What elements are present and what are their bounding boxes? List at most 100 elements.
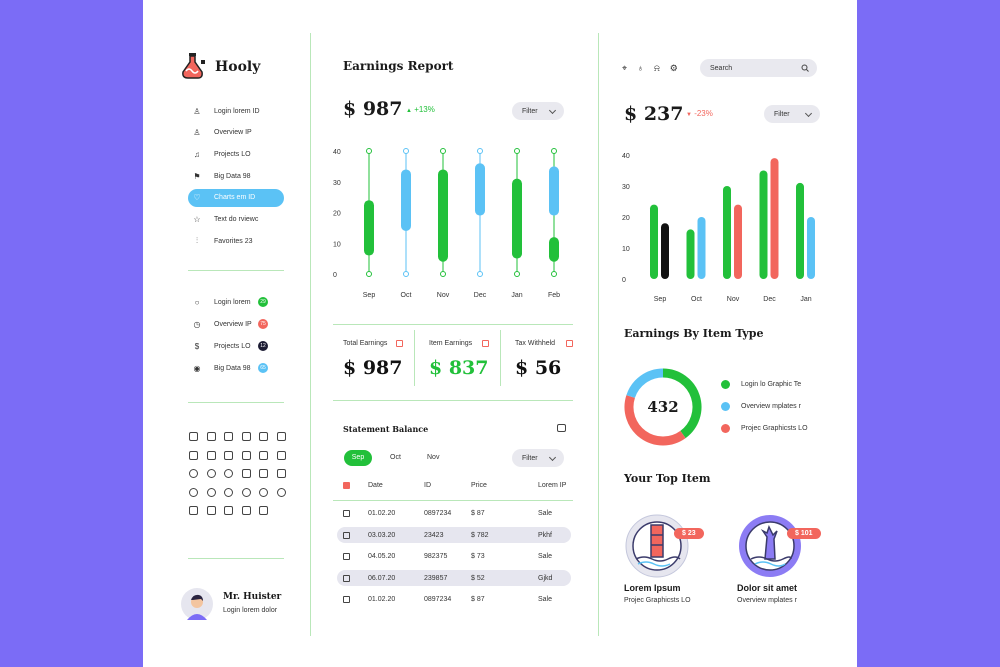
- gear-icon[interactable]: [276, 469, 286, 478]
- legend-swatch: [721, 402, 730, 411]
- summary-value: $ 837: [429, 357, 489, 379]
- bar-chart: 0 10 20 30 40 Sep Oct Nov Dec Jan: [622, 153, 815, 303]
- candle-sep[interactable]: [364, 148, 374, 277]
- sidebar-item-secondary-3[interactable]: ◉ Big Data 98: [188, 359, 284, 377]
- top-item-2-price: $ 101: [787, 528, 821, 539]
- top-item-1-desc: Projec Graphicsts LO: [624, 597, 691, 604]
- add-icon[interactable]: [224, 432, 233, 441]
- tab-oct[interactable]: Oct: [390, 454, 401, 461]
- sidebar-item-secondary-2[interactable]: $ Projects LO: [188, 337, 284, 355]
- star-icon[interactable]: [276, 450, 286, 460]
- donut-slice[interactable]: [626, 368, 664, 399]
- sidebar-item-5[interactable]: ☆ Text do rviewc: [188, 211, 284, 229]
- bar-group-oct[interactable]: [686, 217, 706, 279]
- bulb-icon[interactable]: ♁: [637, 63, 644, 73]
- summary-label: Item Earnings: [429, 340, 473, 347]
- candle-nov[interactable]: [438, 148, 448, 277]
- bar-group-jan[interactable]: [796, 182, 815, 279]
- heart-icon[interactable]: [259, 450, 268, 460]
- sidebar-item-3[interactable]: ⚑ Big Data 98: [188, 167, 284, 185]
- sliders-icon[interactable]: [206, 506, 216, 515]
- image-icon[interactable]: [259, 432, 268, 441]
- pin-icon[interactable]: [259, 469, 268, 478]
- more-icon[interactable]: [241, 506, 251, 515]
- music-icon[interactable]: [224, 450, 233, 460]
- dollar-icon[interactable]: [224, 469, 233, 478]
- bar: [697, 217, 706, 279]
- candle-dec[interactable]: [475, 148, 485, 277]
- user-icon[interactable]: [206, 450, 216, 460]
- check-icon[interactable]: [189, 506, 198, 515]
- right-filter[interactable]: Filter: [764, 105, 820, 123]
- candle-body-secondary: [549, 166, 559, 216]
- location-pin-icon[interactable]: ⌖: [622, 63, 628, 73]
- earnings-value: $ 987: [343, 98, 403, 120]
- user-name: Mr. Huister: [223, 592, 282, 602]
- candle-bottom-marker: [440, 271, 446, 277]
- flask-logo-icon: [182, 53, 205, 79]
- bulb-icon[interactable]: [189, 469, 198, 478]
- sidebar-item-1[interactable]: ♙ Overview IP: [188, 124, 284, 142]
- sidebar-item-6[interactable]: ⫶ Favorites 23: [188, 232, 284, 250]
- table-cell: Sale: [538, 596, 553, 604]
- candle-top-marker: [477, 148, 483, 154]
- calendar-icon[interactable]: [241, 432, 251, 441]
- top-item-1[interactable]: [624, 513, 690, 584]
- checkbox-icon[interactable]: [189, 432, 198, 441]
- bar: [770, 158, 779, 279]
- row-icon[interactable]: [343, 510, 350, 517]
- logo[interactable]: [180, 52, 208, 85]
- bell-icon[interactable]: ⍾: [653, 63, 660, 73]
- message-icon[interactable]: [241, 469, 251, 478]
- sidebar-item-2[interactable]: ♫ Projects LO: [188, 145, 284, 163]
- summary-toggle-icon[interactable]: [396, 340, 403, 347]
- bell-icon[interactable]: [259, 487, 268, 497]
- folder-icon[interactable]: [224, 487, 233, 497]
- flag-icon[interactable]: [241, 450, 251, 460]
- donut-slice[interactable]: [624, 395, 686, 446]
- row-icon[interactable]: [343, 531, 350, 539]
- close-icon[interactable]: [206, 432, 216, 441]
- donut-slice[interactable]: [662, 368, 702, 439]
- cog-icon[interactable]: [276, 487, 286, 497]
- tab-nov[interactable]: Nov: [427, 454, 440, 461]
- table-header-divider: [333, 500, 573, 501]
- table-row-highlight: [337, 527, 571, 544]
- bar-group-nov[interactable]: [723, 186, 742, 279]
- chart-icon[interactable]: [189, 450, 198, 460]
- gear-icon[interactable]: ⚙: [669, 63, 678, 73]
- check-square-icon[interactable]: [276, 432, 286, 441]
- summary-label: Tax Withheld: [515, 340, 556, 347]
- summary-toggle-icon[interactable]: [482, 340, 489, 347]
- bar-group-dec[interactable]: [759, 158, 779, 279]
- sidebar-item-secondary-0[interactable]: ○ Login lorem: [188, 293, 284, 311]
- top-item-2[interactable]: [737, 513, 803, 584]
- earnings-filter[interactable]: Filter: [512, 102, 564, 120]
- x-tick-label: Nov: [727, 296, 740, 303]
- wallet-icon[interactable]: [557, 424, 566, 432]
- sidebar-item-0[interactable]: ♙ Login lorem ID: [188, 102, 284, 120]
- candle-jan[interactable]: [512, 148, 522, 277]
- dots-icon[interactable]: [259, 506, 268, 515]
- search-input[interactable]: Search: [700, 59, 817, 77]
- statement-filter[interactable]: Filter: [512, 449, 564, 467]
- select-all-checkbox[interactable]: [343, 482, 350, 489]
- sidebar-item-4[interactable]: ♡ Charts em ID: [188, 188, 284, 207]
- summary-toggle-icon[interactable]: [566, 340, 573, 347]
- download-icon[interactable]: [189, 487, 198, 497]
- clock-icon[interactable]: [206, 469, 216, 478]
- chevron-down-icon: [804, 109, 813, 118]
- sidebar-item-secondary-1[interactable]: ◷ Overview IP: [188, 315, 284, 333]
- row-icon[interactable]: [343, 596, 350, 604]
- upload-icon[interactable]: [206, 487, 216, 497]
- chat-icon[interactable]: [241, 487, 251, 497]
- avatar[interactable]: [181, 588, 213, 625]
- tab-sep[interactable]: Sep: [344, 450, 372, 466]
- bar-group-sep[interactable]: [650, 204, 669, 279]
- candle-oct[interactable]: [401, 148, 411, 277]
- candle-body: [549, 237, 559, 262]
- mail-icon[interactable]: [224, 506, 233, 515]
- bar: [650, 204, 658, 279]
- row-icon[interactable]: [343, 574, 350, 582]
- row-icon[interactable]: [343, 553, 350, 561]
